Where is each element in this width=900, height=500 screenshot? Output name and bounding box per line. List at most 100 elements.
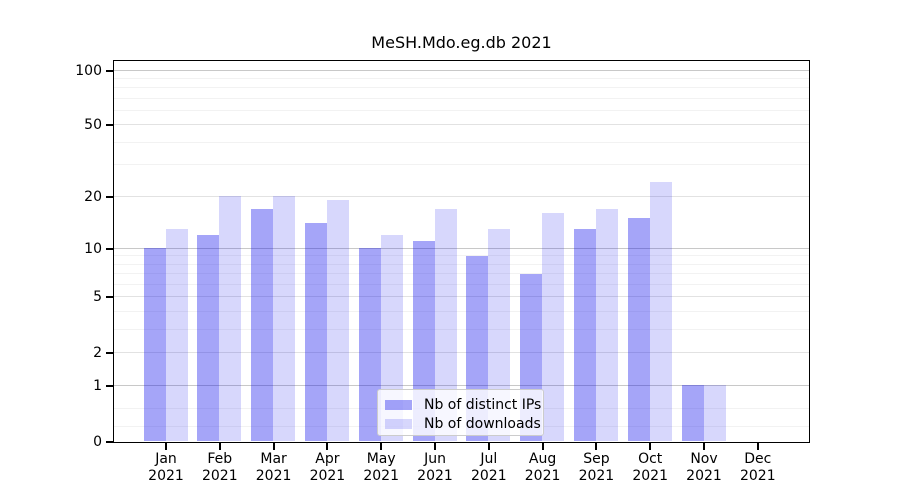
bar-distinct-ips-feb	[197, 234, 220, 441]
bar-distinct-ips-may	[358, 248, 381, 441]
x-tick-mark-jun	[434, 443, 436, 450]
x-tick-label-sep: Sep 2021	[566, 451, 626, 485]
bar-distinct-ips-mar	[251, 208, 274, 441]
gridline-y-10	[114, 247, 809, 249]
x-tick-year: 2021	[524, 468, 561, 484]
x-tick-month: Nov	[690, 451, 718, 467]
bar-downloads-apr	[326, 200, 349, 441]
x-tick-mark-oct	[649, 443, 652, 450]
x-tick-mark-feb	[218, 443, 221, 450]
y-tick-label-50: 50	[84, 117, 102, 134]
y-tick-mark-20	[106, 195, 114, 198]
x-tick-year: 2021	[578, 468, 615, 484]
x-tick-mark-may	[380, 443, 383, 450]
legend-entry-distinct-ips: Nb of distinct IPs	[378, 395, 543, 414]
x-tick-label-aug: Aug 2021	[513, 451, 573, 485]
y-tick-mark-5	[106, 296, 114, 299]
bar-distinct-ips-nov	[681, 385, 704, 441]
minor-gridline	[114, 329, 809, 331]
x-tick-mark-mar	[272, 443, 275, 450]
bar-distinct-ips-oct	[627, 218, 650, 441]
gridline-y-50	[114, 124, 809, 126]
x-tick-month: Oct	[638, 451, 663, 467]
plot-area: Nb of distinct IPs Nb of downloads	[113, 60, 810, 443]
x-tick-year: 2021	[417, 468, 453, 484]
x-tick-year: 2021	[148, 468, 184, 484]
gridline-y-2	[114, 352, 809, 354]
bar-downloads-sep	[595, 208, 618, 441]
bar-downloads-aug	[542, 213, 565, 441]
bar-distinct-ips-jan	[143, 248, 166, 441]
minor-gridline	[114, 77, 809, 79]
minor-gridline	[114, 141, 809, 143]
legend-label-distinct-ips: Nb of distinct IPs	[424, 396, 542, 413]
gridline-y-100	[114, 69, 809, 71]
minor-gridline	[114, 97, 809, 99]
x-tick-month: Jan	[155, 451, 177, 467]
y-tick-label-100: 100	[75, 62, 102, 79]
x-tick-year: 2021	[686, 468, 722, 484]
x-tick-month: Dec	[744, 451, 772, 467]
x-tick-year: 2021	[255, 468, 292, 484]
y-tick-mark-100	[106, 69, 114, 72]
x-tick-month: Aug	[528, 451, 557, 467]
x-tick-label-nov: Nov 2021	[674, 451, 734, 485]
legend-label-downloads: Nb of downloads	[424, 415, 541, 432]
gridline-y-1	[114, 384, 809, 386]
gridline-y-5	[114, 296, 809, 298]
chart-title: MeSH.Mdo.eg.db 2021	[371, 33, 552, 52]
bars-layer	[114, 61, 809, 442]
x-tick-month: Mar	[260, 451, 287, 467]
minor-gridline	[114, 164, 809, 166]
x-tick-mark-jan	[165, 443, 167, 450]
x-tick-month: Jul	[480, 451, 498, 467]
x-tick-year: 2021	[632, 468, 668, 484]
x-tick-mark-apr	[326, 443, 329, 450]
y-tick-label-1: 1	[93, 377, 102, 394]
bar-downloads-jan	[165, 228, 188, 441]
x-tick-year: 2021	[739, 468, 776, 484]
x-tick-label-jan: Jan 2021	[136, 451, 196, 485]
legend-swatch-downloads	[385, 418, 412, 429]
x-tick-year: 2021	[201, 468, 238, 484]
x-tick-mark-aug	[541, 443, 544, 450]
bar-downloads-jun	[434, 208, 457, 441]
x-tick-label-mar: Mar 2021	[244, 451, 304, 485]
y-tick-label-20: 20	[84, 188, 102, 205]
legend: Nb of distinct IPs Nb of downloads	[377, 389, 544, 436]
bar-downloads-nov	[703, 385, 726, 441]
x-tick-month: Jun	[424, 451, 446, 467]
x-tick-month: May	[366, 451, 396, 467]
minor-gridline	[114, 284, 809, 286]
x-tick-label-feb: Feb 2021	[190, 451, 250, 485]
y-tick-mark-2	[106, 352, 114, 355]
y-tick-mark-50	[106, 124, 114, 127]
x-tick-label-oct: Oct 2021	[620, 451, 680, 485]
legend-entry-downloads: Nb of downloads	[378, 414, 543, 433]
x-tick-mark-dec	[756, 443, 759, 450]
x-tick-mark-jul	[487, 443, 490, 450]
x-tick-month: Feb	[207, 451, 233, 467]
x-tick-label-jun: Jun 2021	[405, 451, 465, 485]
x-tick-month: Sep	[583, 451, 610, 467]
y-tick-label-10: 10	[84, 240, 102, 257]
x-tick-label-may: May 2021	[351, 451, 411, 485]
minor-gridline	[114, 110, 809, 112]
minor-gridline	[114, 263, 809, 265]
x-tick-mark-nov	[703, 443, 705, 450]
minor-gridline	[114, 255, 809, 257]
gridlines-layer	[114, 61, 809, 442]
y-tick-mark-1	[106, 384, 114, 387]
x-tick-year: 2021	[470, 468, 507, 484]
bar-downloads-feb	[219, 196, 242, 441]
y-tick-label-0: 0	[93, 433, 102, 450]
bar-distinct-ips-apr	[304, 223, 327, 441]
y-tick-mark-10	[106, 247, 114, 250]
bar-downloads-oct	[649, 182, 672, 441]
minor-gridline	[114, 273, 809, 275]
x-tick-label-dec: Dec 2021	[728, 451, 788, 485]
y-tick-label-2: 2	[93, 345, 102, 362]
y-tick-label-5: 5	[93, 289, 102, 306]
gridline-y-20	[114, 195, 809, 197]
